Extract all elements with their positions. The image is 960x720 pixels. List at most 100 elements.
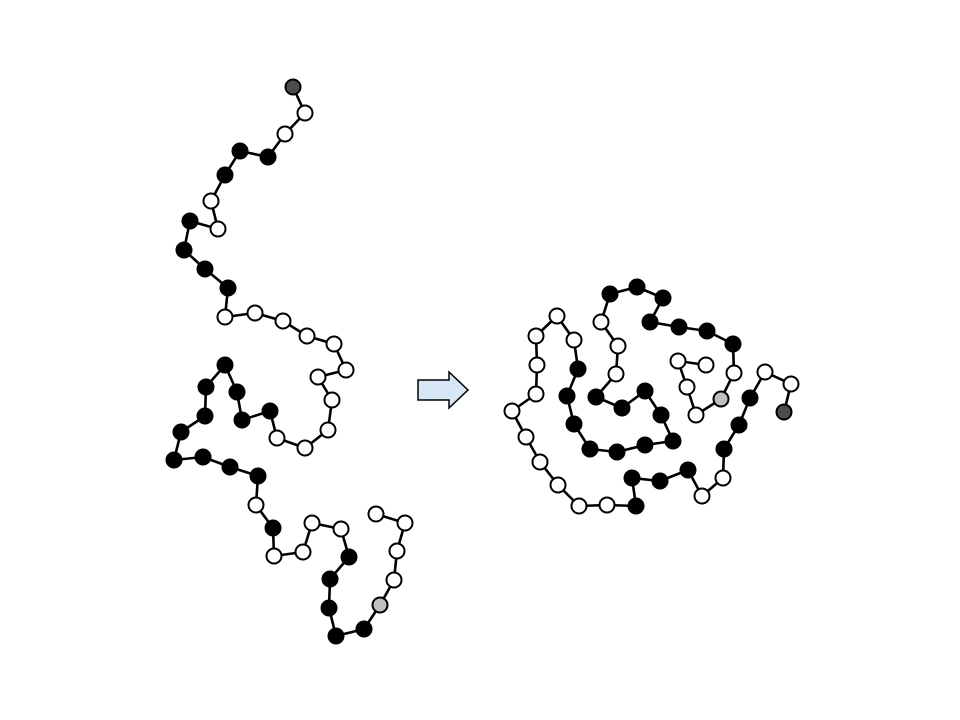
polar-residue — [332, 520, 350, 538]
unfolded-chain — [165, 78, 414, 645]
polar-residue — [309, 368, 327, 386]
polar-residue — [528, 356, 546, 374]
polar-residue — [396, 514, 414, 532]
hydrophobic-residue — [194, 448, 212, 466]
right-arrow-icon — [417, 370, 470, 410]
polar-residue — [296, 104, 314, 122]
polar-residue — [531, 453, 549, 471]
hydrophobic-residue — [569, 360, 587, 378]
polar-residue — [565, 331, 583, 349]
arrow-shape — [417, 370, 470, 410]
polar-residue — [265, 547, 283, 565]
polar-residue — [385, 571, 403, 589]
end-residue — [371, 596, 389, 614]
start-residue — [775, 403, 793, 421]
hydrophobic-residue — [259, 148, 277, 166]
polar-residue — [607, 365, 625, 383]
polar-residue — [527, 385, 545, 403]
polar-residue — [714, 469, 732, 487]
hydrophobic-residue — [558, 387, 576, 405]
hydrophobic-residue — [641, 313, 659, 331]
polar-residue — [323, 391, 341, 409]
hydrophobic-residue — [628, 278, 646, 296]
polar-residue — [274, 312, 292, 330]
polar-residue — [268, 429, 286, 447]
hydrophobic-residue — [581, 440, 599, 458]
hydrophobic-residue — [627, 497, 645, 515]
polar-residue — [202, 192, 220, 210]
polar-residue — [319, 421, 337, 439]
hydrophobic-residue — [228, 383, 246, 401]
hydrophobic-residue — [216, 356, 234, 374]
polar-residue — [296, 439, 314, 457]
hydrophobic-residue — [608, 443, 626, 461]
hydrophobic-residue — [219, 279, 237, 297]
polar-residue — [517, 428, 535, 446]
polar-residue — [669, 352, 687, 370]
hydrophobic-residue — [679, 461, 697, 479]
polar-residue — [549, 476, 567, 494]
hydrophobic-residue — [601, 285, 619, 303]
folded-chain — [503, 278, 800, 515]
hydrophobic-residue — [320, 599, 338, 617]
hydrophobic-residue — [196, 407, 214, 425]
polar-residue — [756, 363, 774, 381]
hydrophobic-residue — [221, 458, 239, 476]
polar-residue — [388, 542, 406, 560]
hydrophobic-residue — [565, 415, 583, 433]
polar-residue — [503, 402, 521, 420]
hydrophobic-residue — [165, 451, 183, 469]
hydrophobic-residue — [355, 620, 373, 638]
polar-residue — [782, 375, 800, 393]
hydrophobic-residue — [175, 241, 193, 259]
hydrophobic-residue — [741, 389, 759, 407]
hydrophobic-residue — [181, 212, 199, 230]
polar-residue — [570, 497, 588, 515]
hydrophobic-residue — [340, 548, 358, 566]
hydrophobic-residue — [623, 469, 641, 487]
hydrophobic-residue — [664, 432, 682, 450]
polar-residue — [527, 327, 545, 345]
hydrophobic-residue — [261, 402, 279, 420]
polar-residue — [592, 313, 610, 331]
hydrophobic-residue — [249, 467, 267, 485]
polar-residue — [247, 496, 265, 514]
hydrophobic-residue — [197, 378, 215, 396]
hydrophobic-residue — [172, 423, 190, 441]
polar-residue — [325, 335, 343, 353]
polar-residue — [687, 406, 705, 424]
hydrophobic-residue — [196, 260, 214, 278]
hydrophobic-residue — [636, 382, 654, 400]
chain-backbone — [172, 86, 407, 638]
polar-residue — [598, 496, 616, 514]
end-residue — [712, 390, 730, 408]
polar-residue — [548, 307, 566, 325]
hydrophobic-residue — [321, 570, 339, 588]
polar-residue — [294, 543, 312, 561]
hydrophobic-residue — [651, 472, 669, 490]
polar-residue — [367, 505, 385, 523]
polar-residue — [609, 337, 627, 355]
start-residue — [284, 78, 302, 96]
polar-residue — [693, 487, 711, 505]
polar-residue — [216, 308, 234, 326]
hydrophobic-residue — [587, 388, 605, 406]
hydrophobic-residue — [233, 411, 251, 429]
polar-residue — [276, 125, 294, 143]
hydrophobic-residue — [327, 627, 345, 645]
hydrophobic-residue — [216, 166, 234, 184]
hydrophobic-residue — [231, 142, 249, 160]
hydrophobic-residue — [636, 436, 654, 454]
hydrophobic-residue — [698, 322, 716, 340]
polar-residue — [725, 364, 743, 382]
polar-residue — [246, 304, 264, 322]
polar-residue — [298, 327, 316, 345]
hydrophobic-residue — [724, 335, 742, 353]
hydrophobic-residue — [730, 416, 748, 434]
hydrophobic-residue — [654, 289, 672, 307]
polar-residue — [678, 378, 696, 396]
polar-residue — [303, 514, 321, 532]
polar-residue — [697, 356, 715, 374]
